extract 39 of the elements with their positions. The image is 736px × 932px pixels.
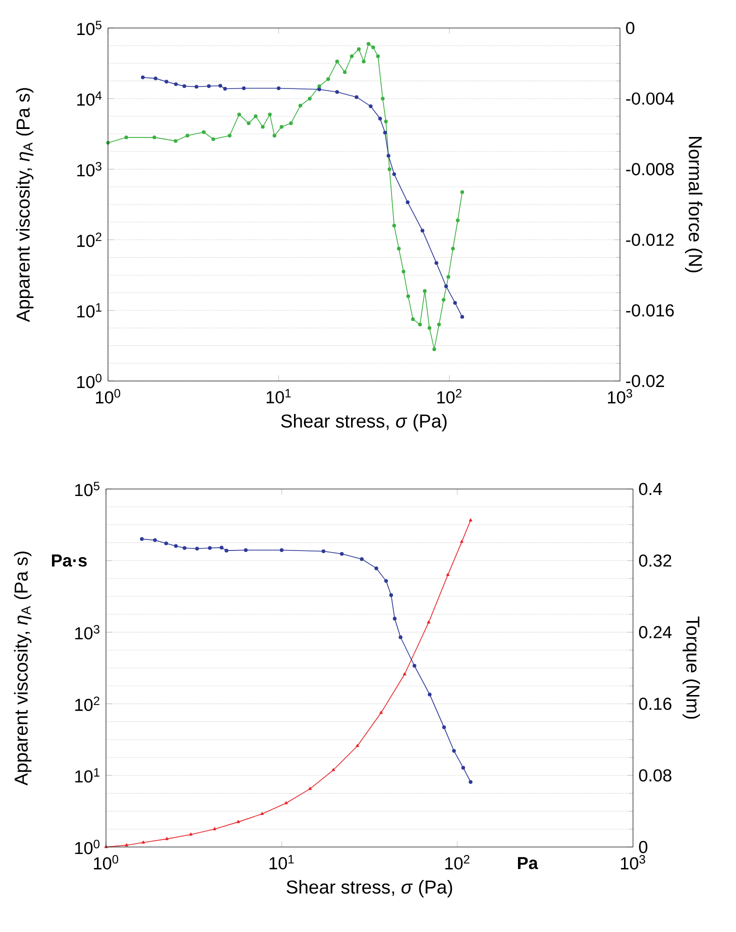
y-axis-title: Apparent viscosity, η$_{A}$ (Pa s): [14, 552, 32, 786]
y2-tick-label: 0.32: [639, 554, 672, 567]
y2-tick-label: 0: [639, 840, 648, 854]
y2-tick-label: 0.16: [639, 698, 672, 710]
y2-axis-title: Torque (Nm): [682, 616, 700, 719]
text: Pa·s: [52, 554, 87, 567]
y2-tick-label: -0.016: [626, 304, 674, 317]
y-tick-label: 10$^{3}$: [77, 162, 102, 176]
y-tick-label: 10$^{1}$: [77, 303, 102, 318]
y2-tick-label: -0.012: [626, 234, 674, 246]
x-tick-label: 10$^{2}$: [445, 855, 470, 870]
y-tick-label: 10$^{5}$: [77, 20, 102, 36]
y2-tick-label: -0.02: [626, 374, 664, 388]
x-tick-label: 10$^{3}$: [620, 855, 646, 870]
x-tick-label: 10$^{3}$: [608, 389, 632, 404]
y2-tick-label: -0.004: [626, 92, 674, 105]
x-axis-title: Shear stress, σ (Pa): [286, 880, 452, 898]
text: Pa: [518, 857, 538, 870]
y2-tick-label: 0.4: [639, 482, 662, 496]
x-axis-title: Shear stress, σ (Pa): [281, 414, 447, 432]
y-axis-title: Apparent viscosity, η$_{A}$ (Pa s): [16, 88, 34, 322]
x-tick-label: 10$^{0}$: [96, 389, 120, 404]
y-tick-label: 10$^{1}$: [75, 768, 100, 783]
x-tick-label: 10$^{1}$: [270, 855, 294, 870]
y-tick-label: 10$^{3}$: [75, 624, 100, 640]
y-tick-label: 10$^{2}$: [77, 232, 102, 248]
x-tick-label: 10$^{2}$: [437, 389, 462, 404]
y2-tick-label: -0.008: [626, 163, 674, 176]
y-tick-label: 10$^{0}$: [77, 374, 102, 388]
x-tick-label: 10$^{1}$: [266, 389, 291, 404]
y2-tick-label: 0.24: [639, 626, 672, 638]
y-tick-label: 10$^{2}$: [75, 696, 100, 712]
y-tick-label: 10$^{0}$: [75, 840, 100, 854]
y2-axis-title: Normal force (N): [685, 137, 702, 272]
x-tick-label: 10$^{0}$: [94, 855, 118, 870]
y2-tick-label: 0: [626, 22, 634, 34]
y-tick-label: 10$^{5}$: [75, 482, 100, 496]
y2-tick-label: 0.08: [639, 769, 672, 782]
y-tick-label: 10$^{4}$: [77, 91, 102, 106]
